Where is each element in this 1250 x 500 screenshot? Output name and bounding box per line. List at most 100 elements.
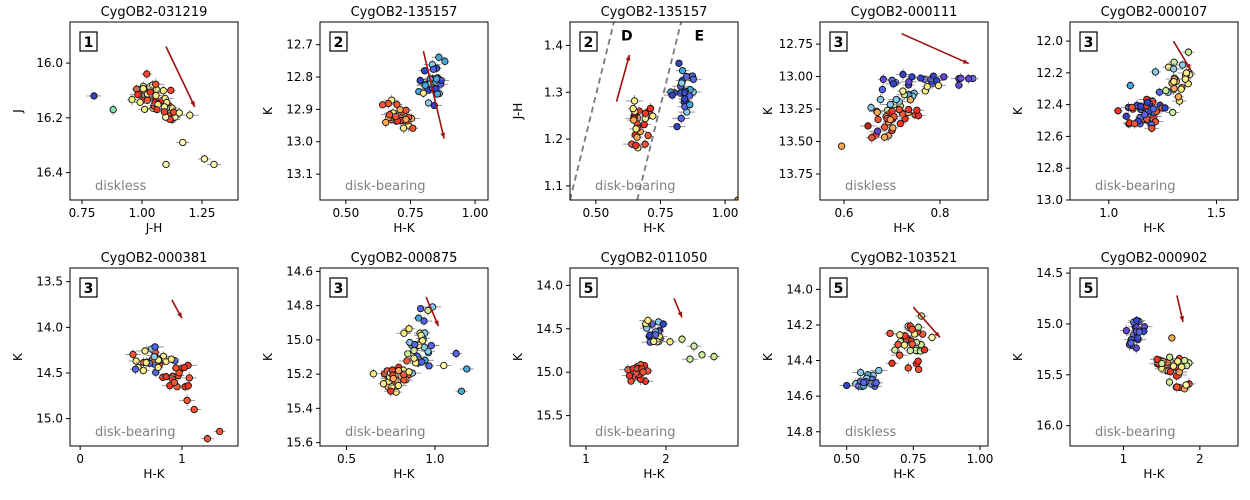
- y-axis-label: J: [11, 109, 25, 114]
- data-point: [860, 378, 868, 387]
- y-tick-label: 14.5: [536, 322, 563, 336]
- data-point: [441, 57, 449, 66]
- data-point: [378, 101, 387, 109]
- y-tick-label: 13.75: [779, 167, 813, 181]
- y-tick-label: 13.00: [779, 70, 813, 84]
- data-point: [433, 90, 442, 98]
- data-point: [856, 368, 865, 377]
- regime-label: diskless: [845, 179, 897, 194]
- data-point: [393, 100, 401, 109]
- data-point: [644, 131, 652, 140]
- data-point: [920, 346, 929, 354]
- panel-title: CygOB2-000875: [351, 251, 458, 266]
- data-point: [649, 112, 657, 120]
- data-point: [1155, 88, 1164, 96]
- panel-6: CygOB2-000381 3 disk-bearing 0 1 13.5 14.0 14.5…: [11, 251, 239, 481]
- data-point: [1165, 378, 1174, 386]
- plot-frame: [69, 267, 239, 447]
- y-tick-label: 14.8: [286, 299, 313, 313]
- y-tick-label: 15.4: [286, 401, 313, 415]
- data-point: [405, 368, 413, 376]
- data-point: [411, 340, 419, 349]
- data-point: [1141, 111, 1149, 119]
- plot-frame: [819, 21, 989, 201]
- y-tick-label: 12.4: [1036, 98, 1063, 112]
- panel-data-layer: [837, 32, 979, 151]
- y-tick-label: 13.50: [779, 135, 813, 149]
- data-point: [896, 119, 904, 128]
- data-point: [424, 99, 433, 107]
- y-axis-label: K: [761, 352, 775, 361]
- y-tick-label: 15.5: [1036, 368, 1063, 382]
- extinction-arrow-head: [1185, 63, 1191, 70]
- data-point: [1168, 334, 1176, 342]
- panel-badge: 3: [84, 281, 94, 297]
- data-point: [872, 379, 880, 387]
- data-point: [1173, 383, 1181, 391]
- y-tick-label: 12.2: [1036, 66, 1063, 80]
- x-tick-label: 0.50: [833, 452, 860, 466]
- panel-badge: 3: [834, 35, 844, 51]
- data-point: [396, 106, 404, 114]
- x-tick-label: 0.75: [900, 452, 927, 466]
- x-tick-label: 1.00: [712, 206, 739, 220]
- y-tick-label: 14.6: [786, 389, 813, 403]
- data-point: [409, 124, 417, 132]
- data-point: [404, 350, 412, 358]
- data-point: [1181, 75, 1189, 83]
- data-point: [418, 358, 426, 366]
- data-point: [136, 98, 144, 106]
- regime-label: disk-bearing: [595, 179, 676, 194]
- panel-data-layer: [839, 306, 941, 392]
- extinction-arrow-head: [434, 320, 439, 327]
- data-point: [140, 105, 149, 114]
- data-point: [142, 358, 150, 367]
- data-point: [385, 111, 394, 119]
- data-point: [432, 75, 441, 83]
- data-point: [152, 91, 160, 100]
- x-tick-label: 0: [76, 452, 84, 466]
- data-point: [210, 160, 218, 169]
- data-point: [899, 70, 907, 79]
- plot-frame: [569, 267, 739, 447]
- panel-3: CygOB2-135157 D E 2 disk-bearing 0.50 0.75 1.00…: [511, 5, 739, 235]
- data-point: [463, 365, 471, 373]
- panel-5: CygOB2-000107 3 disk-bearing 1.0 1.5 12.0 12.2…: [1011, 5, 1239, 235]
- data-point: [394, 366, 403, 375]
- data-point: [908, 73, 916, 81]
- data-point: [382, 118, 390, 127]
- panel-data-layer: [125, 299, 226, 443]
- data-point: [888, 359, 896, 367]
- y-axis-label: K: [261, 352, 275, 361]
- data-point: [421, 81, 429, 89]
- data-point: [896, 331, 904, 339]
- regime-label: disk-bearing: [95, 425, 176, 440]
- data-point: [425, 362, 433, 370]
- x-tick-label: 0.6: [834, 206, 853, 220]
- data-point: [650, 337, 658, 346]
- data-point: [162, 373, 170, 381]
- data-point: [1127, 339, 1135, 347]
- data-point: [630, 116, 638, 124]
- data-point: [886, 329, 894, 338]
- data-point: [399, 124, 408, 132]
- data-point: [389, 374, 397, 383]
- extinction-arrow-head: [962, 59, 969, 64]
- y-tick-label: 15.0: [1036, 317, 1063, 331]
- data-point: [646, 331, 654, 339]
- data-point: [402, 106, 410, 114]
- extinction-vector-arrow: [165, 46, 196, 108]
- data-point: [186, 111, 194, 119]
- data-point: [410, 354, 418, 362]
- data-point: [698, 351, 706, 359]
- data-point: [630, 97, 639, 105]
- data-point: [159, 87, 168, 95]
- panel-badge: 5: [834, 281, 844, 297]
- panel-10: CygOB2-000902 5 disk-bearing 1 2 14.5 15.0 15.5…: [1011, 251, 1239, 481]
- data-point: [1149, 105, 1158, 113]
- y-tick-label: 14.6: [286, 264, 313, 278]
- data-point: [200, 155, 209, 163]
- x-tick-label: 1.00: [967, 452, 994, 466]
- y-tick-label: 14.5: [36, 366, 63, 380]
- x-tick-label: 1.0: [425, 452, 444, 466]
